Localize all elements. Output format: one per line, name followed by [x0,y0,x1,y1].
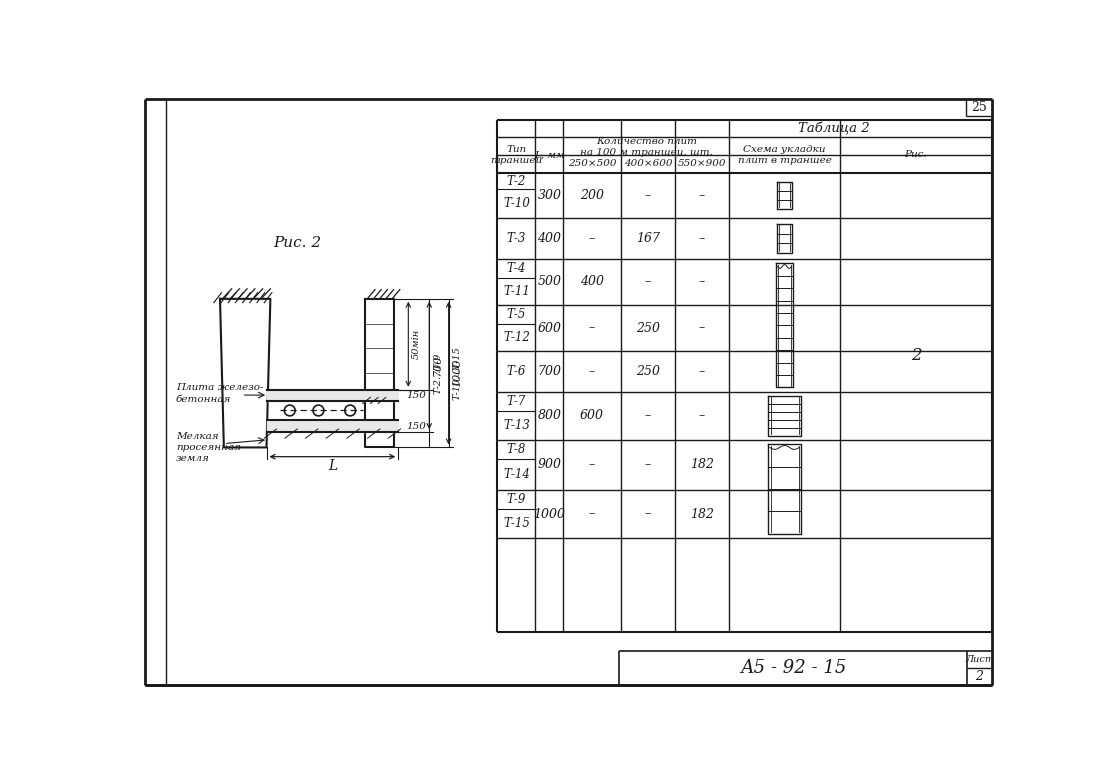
Text: –: – [589,322,596,335]
Text: Т-9: Т-9 [507,493,526,506]
Text: Т-10...Т-15: Т-10...Т-15 [452,347,461,400]
Text: Т-13: Т-13 [503,419,530,432]
Text: 600: 600 [538,322,561,335]
Text: –: – [699,189,705,202]
Text: Т-2: Т-2 [507,175,526,187]
Text: 1000: 1000 [451,359,461,388]
Text: –: – [644,458,651,472]
Text: Т-10: Т-10 [503,197,530,211]
Text: 700: 700 [433,355,442,376]
Text: 700: 700 [538,365,561,378]
Text: –: – [699,275,705,288]
Text: 167: 167 [635,232,660,245]
Text: –: – [644,189,651,202]
Text: L: L [328,459,337,473]
Text: –: – [699,232,705,245]
Polygon shape [266,420,398,432]
Text: 2: 2 [976,671,984,684]
Text: 150: 150 [407,391,427,400]
Text: –: – [589,232,596,245]
Text: 150: 150 [407,422,427,430]
Text: –: – [699,365,705,378]
Text: –: – [589,458,596,472]
Text: Плита железо-
бетонная: Плита железо- бетонная [176,384,263,403]
Text: Т-3: Т-3 [507,232,526,245]
Text: 300: 300 [538,189,561,202]
Text: 400: 400 [538,232,561,245]
Text: 182: 182 [690,507,714,521]
Text: Т-11: Т-11 [503,285,530,298]
Text: Т-5: Т-5 [507,308,526,321]
Text: 500: 500 [538,275,561,288]
Text: 900: 900 [538,458,561,472]
Text: Лист: Лист [965,656,994,664]
Text: Рис.: Рис. [905,150,927,159]
Text: L, мм: L, мм [535,150,564,159]
Text: –: – [644,275,651,288]
Text: Мелкая
просеянная
земля: Мелкая просеянная земля [176,432,241,463]
Polygon shape [220,299,271,448]
Text: 2: 2 [910,347,922,364]
Text: –: – [589,507,596,521]
Text: 182: 182 [690,458,714,472]
Text: –: – [644,507,651,521]
Text: –: – [699,409,705,423]
Text: А5 - 92 - 15: А5 - 92 - 15 [740,660,846,678]
Text: 25: 25 [971,101,987,114]
Polygon shape [365,299,395,448]
Text: Таблица 2: Таблица 2 [797,122,869,135]
Text: Т-15: Т-15 [503,517,530,530]
Text: 50мін: 50мін [411,329,420,359]
Text: Т-6: Т-6 [507,365,526,378]
Text: 600: 600 [580,409,604,423]
Text: Т-4: Т-4 [507,262,526,275]
Text: 250×500: 250×500 [568,159,617,168]
Text: 800: 800 [538,409,561,423]
Text: 200: 200 [580,189,604,202]
Text: 400×600: 400×600 [623,159,672,168]
Text: Схема укладки
плит в траншее: Схема укладки плит в траншее [737,145,832,165]
Text: 400: 400 [580,275,604,288]
Polygon shape [266,390,398,401]
Text: Тип
траншеи: Тип траншеи [490,145,542,165]
Text: 250: 250 [635,365,660,378]
Text: Т-7: Т-7 [507,395,526,408]
Text: 550×900: 550×900 [678,159,726,168]
Text: –: – [699,322,705,335]
Text: Количество плит
на 100 м траншеи, шт.: Количество плит на 100 м траншеи, шт. [580,137,713,157]
Text: Т-14: Т-14 [503,468,530,481]
Text: Т-2...Т-9: Т-2...Т-9 [434,353,442,394]
Text: –: – [644,409,651,423]
Text: Рис. 2: Рис. 2 [274,236,322,250]
Text: –: – [589,365,596,378]
Text: Т-8: Т-8 [507,443,526,456]
Text: Т-12: Т-12 [503,331,530,344]
Text: 1000: 1000 [533,507,566,521]
Text: 250: 250 [635,322,660,335]
